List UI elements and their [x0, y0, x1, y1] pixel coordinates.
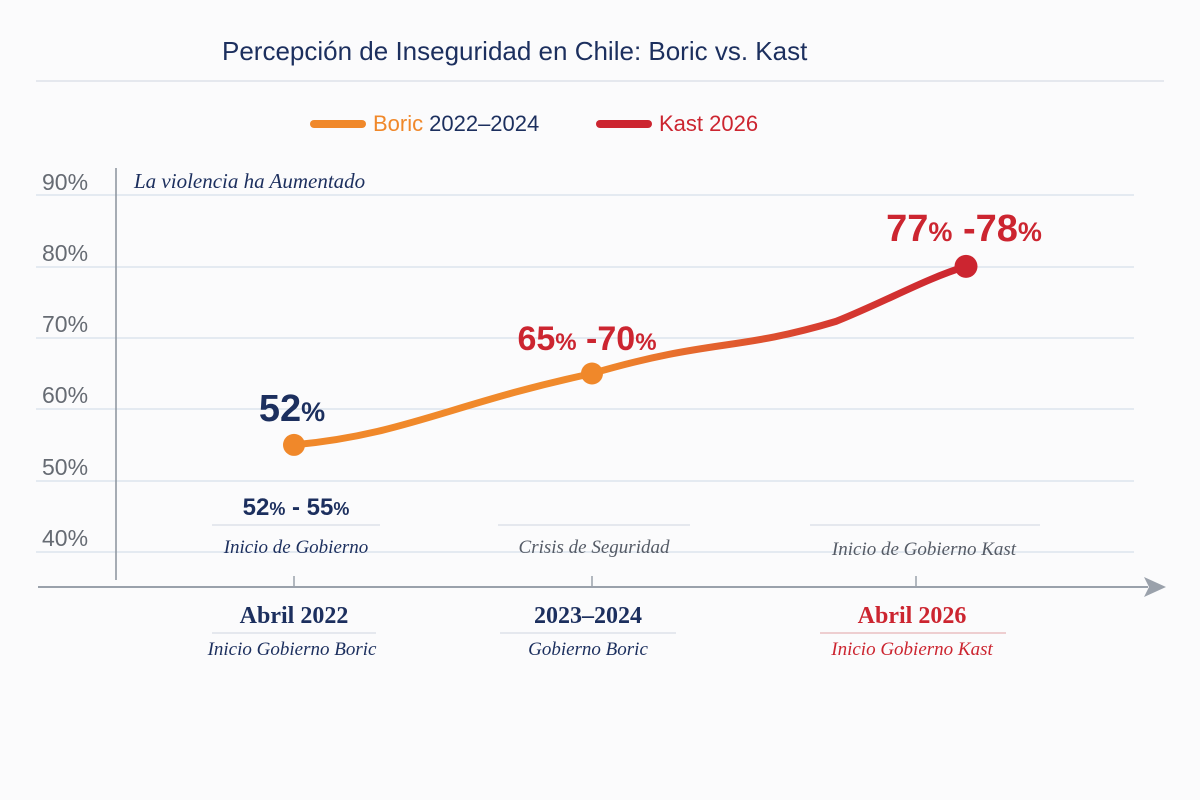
- point-label-3-suffix-1: %: [928, 217, 952, 247]
- x-axis-arrow-icon: [1144, 577, 1166, 597]
- y-tick-50: 50%: [42, 454, 88, 480]
- point-label-2-number-1: 65: [517, 320, 555, 358]
- x-sublabel-1: Inicio Gobierno Boric: [207, 639, 377, 660]
- point-label-2: 65% -70%: [517, 320, 656, 358]
- annotation-range-label: 52% - 55%: [243, 494, 350, 521]
- y-tick-60: 60%: [42, 382, 88, 408]
- y-tick-40: 40%: [42, 525, 88, 551]
- x-label-1: Abril 2022: [240, 603, 349, 629]
- annotation-crisis: Crisis de Seguridad: [498, 524, 690, 558]
- point-label-3-number-2: 78: [976, 208, 1018, 250]
- x-category-1: Abril 2022 Inicio Gobierno Boric: [207, 603, 377, 660]
- x-category-2: 2023–2024 Gobierno Boric: [500, 603, 676, 660]
- y-tick-80: 80%: [42, 240, 88, 266]
- point-label-3-suffix-2: %: [1018, 217, 1042, 247]
- point-label-1: 52%: [259, 388, 325, 430]
- x-label-2: 2023–2024: [534, 603, 642, 629]
- annotation-inicio: 52% - 55% Inicio de Gobierno: [212, 494, 380, 558]
- y-tick-70: 70%: [42, 311, 88, 337]
- x-sublabel-2: Gobierno Boric: [528, 639, 648, 660]
- point-label-1-suffix: %: [301, 397, 325, 427]
- annotation-kast: Inicio de Gobierno Kast: [810, 524, 1040, 560]
- legend: Boric 2022–2024 Kast 2026: [310, 111, 758, 136]
- range-suffix-2: %: [333, 499, 349, 519]
- x-label-3: Abril 2026: [858, 603, 967, 629]
- point-label-3-number-1: 77: [886, 208, 928, 250]
- data-point-abril-2022: [283, 433, 305, 456]
- legend-label-boric: Boric 2022–2024: [373, 111, 539, 136]
- y-tick-90: 90%: [42, 169, 88, 195]
- y-axis-label: La violencia ha Aumentado: [133, 169, 365, 193]
- x-sublabel-3: Inicio Gobierno Kast: [830, 639, 993, 660]
- point-label-2-number-2: 70: [597, 320, 635, 358]
- range-number-1: 52: [243, 494, 270, 521]
- series-line-kast: [588, 262, 970, 377]
- legend-boric-years: 2022–2024: [429, 111, 539, 136]
- data-point-abril-2026: [954, 254, 978, 278]
- point-label-3: 77% -78%: [886, 208, 1042, 250]
- series-line-boric: [290, 370, 596, 449]
- gridlines: [36, 194, 1134, 553]
- point-label-2-suffix-1: %: [555, 329, 576, 356]
- y-axis-ticks: 90% 80% 70% 60% 50% 40%: [42, 169, 88, 551]
- point-label-2-separator: -: [577, 320, 598, 358]
- annotation-text-1: Inicio de Gobierno: [223, 537, 369, 558]
- legend-label-kast: Kast 2026: [659, 111, 758, 136]
- point-label-3-separator: -: [952, 208, 975, 250]
- annotation-text-2: Crisis de Seguridad: [519, 537, 670, 558]
- legend-boric-name: Boric: [373, 111, 423, 136]
- range-separator: -: [285, 494, 306, 521]
- x-category-3: Abril 2026 Inicio Gobierno Kast: [820, 603, 1006, 660]
- point-label-1-number: 52: [259, 388, 301, 430]
- point-label-2-suffix-2: %: [635, 329, 656, 356]
- range-number-2: 55: [307, 494, 334, 521]
- data-point-2023-2024: [581, 362, 603, 385]
- annotation-text-3: Inicio de Gobierno Kast: [831, 539, 1017, 560]
- chart-title: Percepción de Inseguridad en Chile: Bori…: [222, 36, 808, 66]
- range-suffix-1: %: [269, 499, 285, 519]
